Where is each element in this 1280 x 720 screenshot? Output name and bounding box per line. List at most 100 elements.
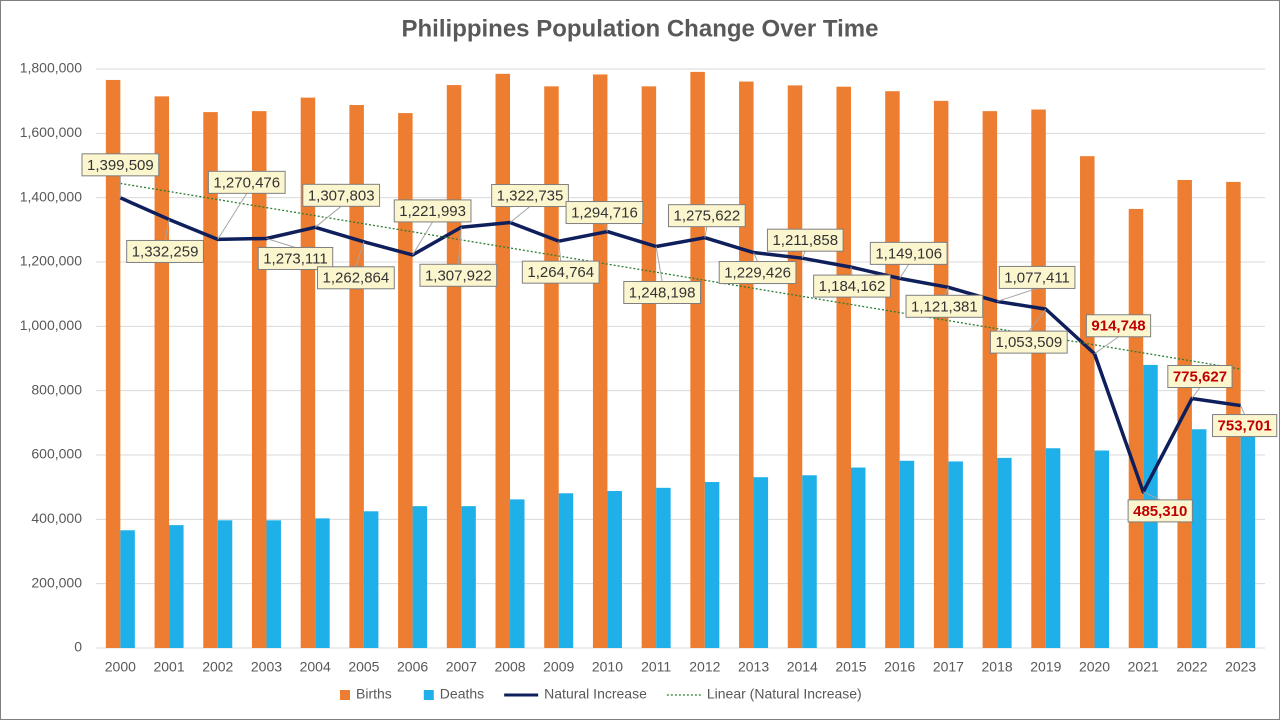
x-tick-label: 2008 <box>494 659 525 675</box>
data-label: 775,627 <box>1173 368 1227 385</box>
label-box <box>302 183 381 207</box>
labels: 1,399,509 1,332,259 1,270,476 1,273,111 1,30… <box>81 153 1278 523</box>
y-tick-label: 1,400,000 <box>20 188 82 204</box>
leader-line <box>355 241 365 267</box>
label-box <box>317 266 395 290</box>
bar <box>850 467 866 648</box>
x-tick-label: 2018 <box>982 659 1013 675</box>
data-label: 1,273,111 <box>263 250 328 267</box>
data-label: 1,221,993 <box>399 203 466 220</box>
leader-line <box>603 223 608 232</box>
x-tick-label: 2002 <box>202 659 233 675</box>
data-label: 1,184,162 <box>819 278 886 295</box>
leader-line <box>899 264 910 279</box>
bar <box>753 477 769 648</box>
bar <box>1031 109 1046 648</box>
y-tick-label: 200,000 <box>31 574 82 590</box>
bar <box>1045 448 1061 648</box>
data-label: 1,229,426 <box>724 265 791 282</box>
x-tick-label: 2014 <box>787 659 818 675</box>
bars <box>105 71 1256 649</box>
label-box <box>1085 314 1152 338</box>
grid: 0 200,000 400,000 600,000 800,000 1,000,000 1,… <box>20 60 1265 675</box>
label-box <box>257 246 334 270</box>
label-box <box>521 260 600 284</box>
x-tick-label: 2001 <box>153 659 184 675</box>
label-box <box>491 184 569 208</box>
data-label: 1,053,509 <box>995 334 1062 351</box>
y-tick-label: 1,800,000 <box>20 60 82 76</box>
bar <box>203 112 218 648</box>
label-box <box>869 241 948 265</box>
bar <box>363 511 379 648</box>
label-box <box>905 294 984 318</box>
data-label: 1,149,106 <box>875 245 942 262</box>
label-box <box>1212 414 1278 438</box>
leader-line <box>704 226 708 238</box>
bar <box>592 74 608 649</box>
x-tick-label: 2020 <box>1079 659 1110 675</box>
bar <box>558 493 574 648</box>
x-tick-label: 2006 <box>397 659 428 675</box>
bar <box>266 520 281 648</box>
leader-line <box>753 252 759 262</box>
bar <box>997 457 1012 648</box>
label-box <box>565 201 644 225</box>
bar <box>105 79 121 649</box>
data-label: 1,399,509 <box>87 157 154 174</box>
data-label: 1,307,922 <box>425 267 492 284</box>
x-tick-label: 2009 <box>543 659 574 675</box>
x-tick-label: 2013 <box>738 659 769 675</box>
legend-label: Natural Increase <box>544 686 647 702</box>
bar <box>1240 424 1256 648</box>
legend-label: Linear (Natural Increase) <box>707 686 862 702</box>
y-tick-label: 800,000 <box>31 381 82 397</box>
label-box <box>207 170 286 194</box>
bar <box>836 86 851 649</box>
bar <box>885 91 900 648</box>
label-box <box>393 199 472 223</box>
leader-line <box>266 238 296 248</box>
y-tick-label: 0 <box>74 639 82 655</box>
data-label: 1,275,622 <box>673 208 740 225</box>
y-tick-label: 1,200,000 <box>20 253 82 269</box>
data-label: 1,077,411 <box>1004 269 1070 286</box>
bar <box>315 518 330 648</box>
bar <box>120 530 135 648</box>
chart-title: Philippines Population Change Over Time <box>402 15 879 42</box>
leader-line <box>1028 308 1047 332</box>
x-tick-label: 2012 <box>689 659 720 675</box>
data-label: 914,748 <box>1091 318 1145 335</box>
x-tick-label: 2004 <box>300 659 331 675</box>
leader-line <box>996 287 1038 302</box>
data-label: 1,270,476 <box>213 174 280 191</box>
bar <box>510 499 525 648</box>
bar <box>1128 208 1144 649</box>
lines <box>119 182 1241 494</box>
legend-swatch <box>423 690 434 700</box>
label-box <box>998 265 1076 289</box>
x-tick-label: 2022 <box>1176 659 1207 675</box>
y-tick-label: 1,600,000 <box>20 124 82 140</box>
line <box>119 196 1241 494</box>
leader-line <box>850 267 853 276</box>
bar <box>217 520 233 648</box>
bar <box>933 100 949 649</box>
leader-line <box>412 221 434 256</box>
label-box <box>667 204 746 228</box>
leader-line <box>943 287 949 296</box>
bar <box>739 81 754 649</box>
bar <box>154 96 170 648</box>
bar <box>461 506 476 648</box>
data-label: 1,121,381 <box>911 298 978 315</box>
y-tick-label: 1,000,000 <box>20 317 82 333</box>
trendline <box>120 182 1241 370</box>
bar <box>300 97 316 648</box>
label-box <box>1167 365 1233 389</box>
bar <box>704 482 720 648</box>
x-tick-label: 2007 <box>446 659 477 675</box>
x-tick-label: 2005 <box>348 659 379 675</box>
data-label: 485,310 <box>1133 503 1187 520</box>
bar <box>398 113 413 648</box>
